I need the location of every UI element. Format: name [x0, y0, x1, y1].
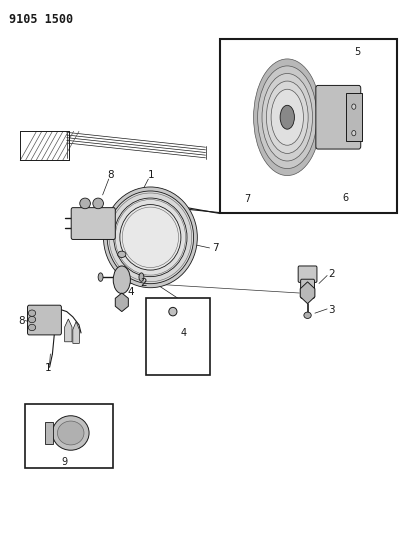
Ellipse shape — [114, 198, 187, 277]
Text: 2: 2 — [140, 278, 147, 288]
Polygon shape — [300, 282, 315, 304]
FancyBboxPatch shape — [298, 266, 317, 282]
Ellipse shape — [139, 273, 144, 281]
Ellipse shape — [28, 317, 36, 322]
Text: 7: 7 — [244, 193, 251, 204]
Text: 3: 3 — [328, 305, 335, 315]
Text: 6: 6 — [342, 192, 349, 203]
FancyBboxPatch shape — [71, 208, 115, 239]
Ellipse shape — [93, 198, 104, 209]
Ellipse shape — [28, 324, 36, 330]
Ellipse shape — [120, 205, 181, 270]
Bar — [25, 405, 113, 468]
Ellipse shape — [118, 251, 126, 257]
Text: 2: 2 — [328, 270, 335, 279]
Ellipse shape — [352, 131, 356, 136]
Text: 9105 1500: 9105 1500 — [9, 13, 73, 26]
Bar — [220, 38, 397, 214]
Polygon shape — [115, 293, 128, 312]
Text: 4: 4 — [127, 287, 134, 297]
Ellipse shape — [104, 187, 197, 288]
Bar — [45, 422, 53, 443]
Text: 8: 8 — [108, 171, 114, 180]
Ellipse shape — [266, 81, 308, 154]
Ellipse shape — [262, 74, 312, 161]
Ellipse shape — [169, 308, 177, 316]
Ellipse shape — [58, 421, 84, 445]
FancyBboxPatch shape — [316, 85, 361, 149]
Polygon shape — [73, 321, 79, 343]
Ellipse shape — [44, 312, 56, 332]
Bar — [346, 93, 362, 141]
Bar — [146, 298, 210, 375]
Ellipse shape — [254, 59, 321, 175]
Ellipse shape — [107, 191, 194, 284]
Ellipse shape — [304, 312, 311, 318]
Ellipse shape — [352, 104, 356, 109]
Ellipse shape — [28, 310, 36, 317]
Text: 4: 4 — [181, 328, 187, 338]
Ellipse shape — [80, 198, 90, 209]
Text: 5: 5 — [355, 47, 361, 56]
Ellipse shape — [98, 273, 103, 281]
Text: 9: 9 — [62, 457, 68, 466]
Text: 1: 1 — [45, 364, 51, 373]
FancyBboxPatch shape — [28, 305, 61, 335]
Text: 1: 1 — [148, 171, 154, 180]
Polygon shape — [65, 319, 72, 342]
Ellipse shape — [280, 106, 294, 129]
Text: 8: 8 — [18, 316, 25, 326]
Ellipse shape — [271, 89, 303, 145]
Ellipse shape — [52, 416, 89, 450]
Text: 7: 7 — [212, 243, 218, 253]
Ellipse shape — [113, 266, 130, 294]
Ellipse shape — [258, 66, 317, 168]
FancyBboxPatch shape — [300, 279, 314, 298]
